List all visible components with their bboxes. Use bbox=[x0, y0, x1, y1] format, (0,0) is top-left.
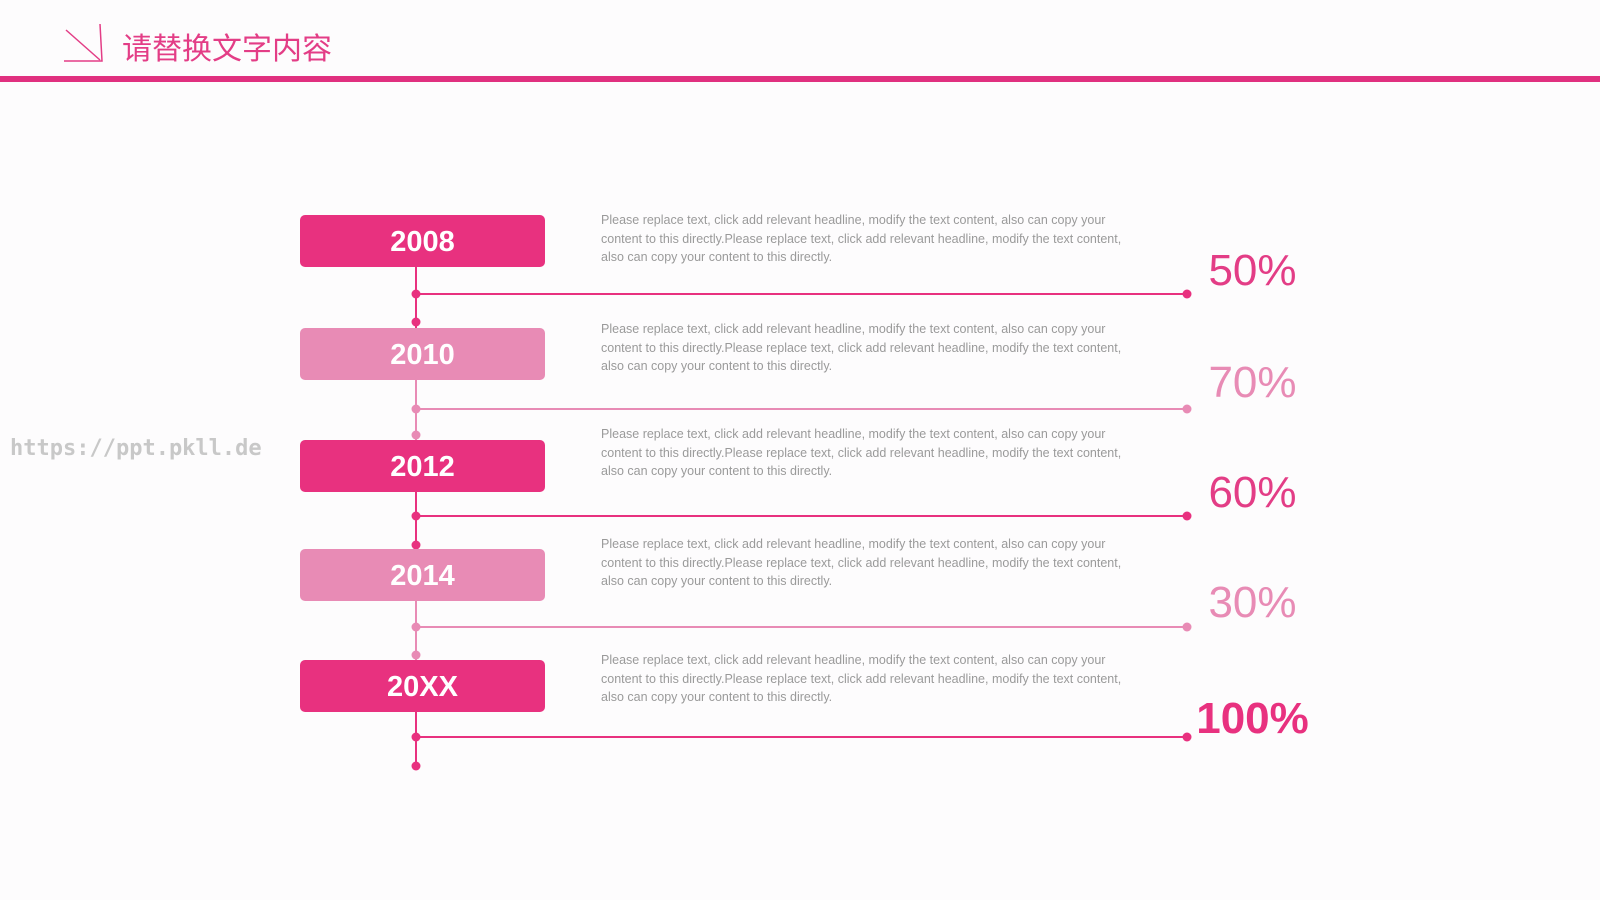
item-text: Please replace text, click add relevant … bbox=[601, 427, 1122, 478]
item-text: Please replace text, click add relevant … bbox=[601, 653, 1122, 704]
title: 请替换文字内容 bbox=[122, 32, 332, 67]
percent: 100% bbox=[1196, 694, 1309, 743]
year-box: 2012 bbox=[300, 440, 545, 492]
year-box: 2010 bbox=[300, 328, 545, 380]
header-rule bbox=[0, 76, 1600, 82]
year-box: 2008 bbox=[300, 215, 545, 267]
percent: 50% bbox=[1208, 246, 1297, 295]
watermark: https://ppt.pkll.de bbox=[10, 436, 262, 461]
year-box: 20XX bbox=[300, 660, 545, 712]
item-text: Please replace text, click add relevant … bbox=[601, 213, 1122, 264]
percent: 30% bbox=[1208, 578, 1297, 627]
year-box: 2014 bbox=[300, 549, 545, 601]
timeline-dots bbox=[411, 289, 1192, 771]
percent: 70% bbox=[1208, 358, 1297, 407]
timeline bbox=[415, 267, 1187, 766]
item-text: Please replace text, click add relevant … bbox=[601, 537, 1122, 588]
item-text: Please replace text, click add relevant … bbox=[601, 322, 1122, 373]
header-icon bbox=[64, 23, 103, 62]
percent: 60% bbox=[1208, 468, 1297, 517]
